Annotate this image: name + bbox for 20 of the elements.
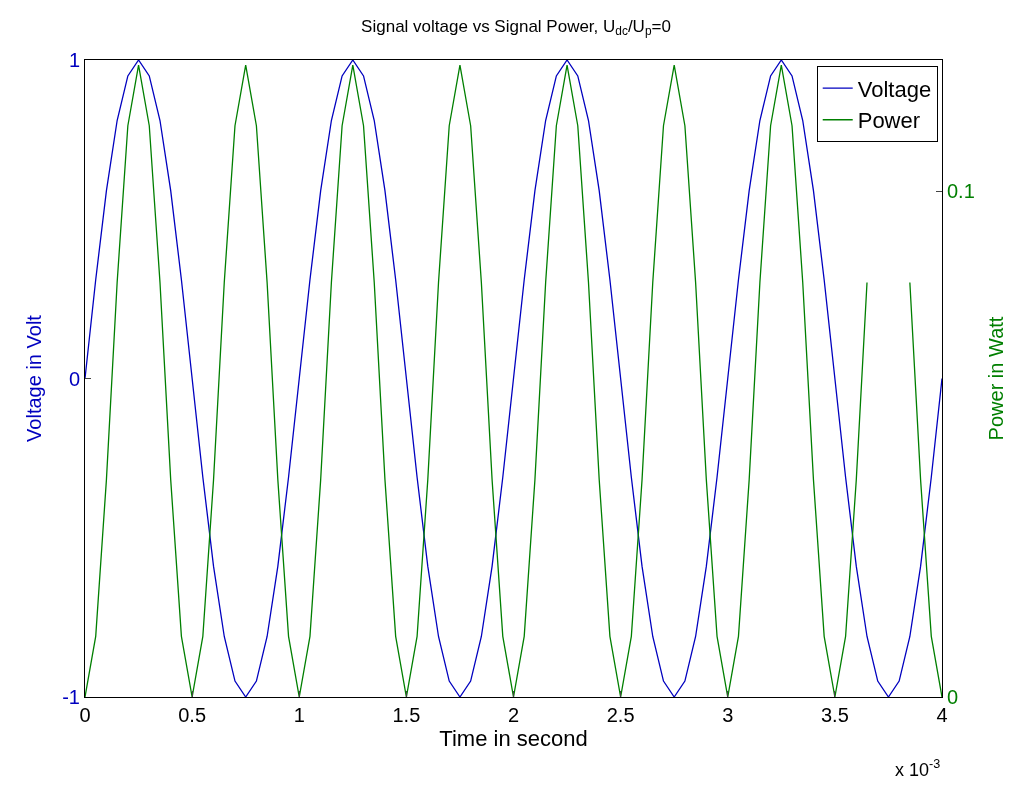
x-tick-label: 4	[936, 704, 948, 726]
y2-axis-title: Power in Watt	[985, 316, 1008, 441]
x-axis-title: Time in second	[439, 726, 588, 751]
x-tick-label: 1	[293, 704, 305, 726]
legend-label: Voltage	[857, 76, 932, 102]
x-tick-label: 1.5	[392, 704, 421, 726]
y-tick-label: 1	[68, 49, 80, 71]
y2-tick-label: 0	[947, 686, 959, 708]
x-tick-label: 2	[507, 704, 520, 726]
y-axis-title: Voltage in Volt	[22, 314, 45, 442]
chart-title: Signal voltage vs Signal Power, U$_{dc}$/U$_{p}$=0	[361, 16, 671, 39]
x-tick-label: 2.5	[606, 704, 635, 726]
y2-tick-label: 0.1	[947, 180, 975, 203]
legend-label: Power	[857, 108, 921, 134]
text: x 10$^{-3}$	[895, 757, 941, 780]
x-tick-label: 0.5	[178, 704, 207, 726]
y-tick-label: -1	[62, 686, 80, 708]
x-tick-label: 3.5	[820, 704, 849, 726]
y-tick-label: 0	[68, 367, 80, 390]
x-tick-label: 3	[722, 704, 734, 726]
